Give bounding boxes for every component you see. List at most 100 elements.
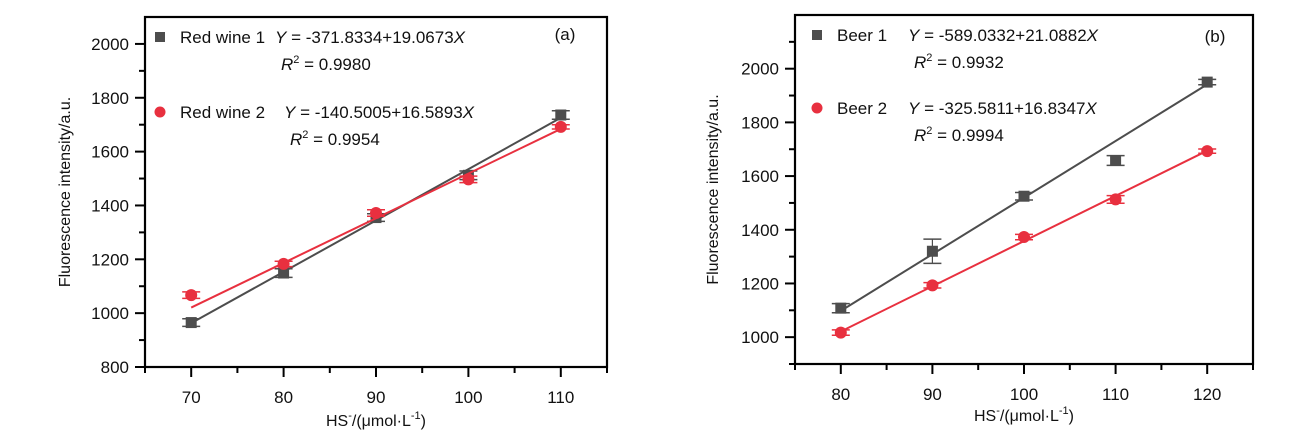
legend-item: Red wine 1 Y = -371.8334+19.0673X R2 = 0.9… — [155, 28, 466, 74]
fit-equation: Y = -371.8334+19.0673X — [275, 28, 466, 47]
x-tick-label: 80 — [831, 385, 850, 404]
panel-a: 800 1000 1200 1400 1600 1800 2000 70 80 90 100 110 H… — [57, 15, 609, 430]
x-tick-label: 80 — [274, 388, 293, 407]
equation-y: Y — [275, 28, 288, 47]
x-tick-label: 100 — [1010, 385, 1038, 404]
plot-frame — [143, 15, 609, 369]
x-axis-title-mid: /(μmol·L — [352, 413, 411, 430]
legend-item: Beer 1 Y = -589.0332+21.0882X R2 = 0.9932 — [812, 26, 1099, 72]
data-point-circle — [462, 173, 475, 186]
x-axis-title: HS-/(μmol·L-1) — [326, 410, 426, 430]
x-tick-label: 90 — [923, 385, 942, 404]
y-tick-label: 1400 — [91, 196, 129, 215]
data-point-circle — [185, 289, 198, 302]
x-axis-title-sup: -1 — [411, 410, 421, 422]
series-red-wine-2 — [182, 120, 570, 309]
r-squared: R2 = 0.9954 — [290, 129, 380, 149]
equation-y: Y — [908, 26, 921, 45]
x-tick-label: 110 — [1102, 385, 1129, 404]
r-superscript: 2 — [926, 52, 932, 64]
legend-label: Beer 1 — [837, 26, 887, 45]
data-point-circle — [1201, 145, 1214, 158]
r-superscript: 2 — [302, 129, 308, 141]
equation-x: X — [453, 28, 466, 47]
fit-equation: Y = -140.5005+16.5893X — [284, 103, 475, 122]
x-axis-title-main: HS — [326, 413, 348, 430]
equation-y: Y — [284, 103, 297, 122]
equation-rhs: = -371.8334+19.0673 — [286, 28, 453, 47]
r-superscript: 2 — [293, 54, 299, 66]
y-tick-label: 1000 — [741, 328, 779, 347]
y-tick-label: 800 — [101, 358, 129, 377]
equation-rhs: = -589.0332+21.0882 — [919, 26, 1086, 45]
data-point-square — [835, 302, 847, 314]
x-tick-label: 70 — [182, 388, 201, 407]
x-tick-label: 120 — [1193, 385, 1221, 404]
fit-equation: Y = -325.5811+16.8347X — [908, 99, 1097, 118]
data-point-circle — [1109, 193, 1122, 206]
legend-label: Red wine 1 — [180, 28, 265, 47]
equation-y: Y — [908, 99, 921, 118]
equation-rhs: = -325.5811+16.8347 — [919, 99, 1085, 118]
x-axis-title: HS-/(μmol·L-1) — [974, 405, 1074, 425]
x-tick-label: 90 — [367, 388, 386, 407]
r-squared: R2 = 0.9980 — [281, 54, 371, 74]
y-axis-title: Fluorescence intensity/a.u. — [705, 94, 722, 284]
r-squared: R2 = 0.9994 — [914, 125, 1004, 145]
x-axis-title-sup: -1 — [1059, 405, 1069, 417]
fit-equation: Y = -589.0332+21.0882X — [908, 26, 1099, 45]
r-value: = 0.9932 — [932, 53, 1003, 72]
r-superscript: 2 — [926, 125, 932, 137]
legend-item: Beer 2 Y = -325.5811+16.8347X R2 = 0.9994 — [811, 99, 1097, 145]
x-axis-title-main: HS — [974, 408, 996, 425]
data-point-circle — [554, 120, 567, 133]
data-point-square — [1110, 155, 1122, 167]
y-tick-label: 1200 — [91, 250, 129, 269]
r-value: = 0.9954 — [308, 130, 379, 149]
y-tick-label: 1400 — [741, 221, 779, 240]
x-axis-title-sup: - — [996, 405, 1000, 417]
data-point-circle — [277, 257, 290, 270]
x-axis-title-end: ) — [421, 413, 426, 430]
y-tick-label: 2000 — [91, 35, 129, 54]
equation-x: X — [1086, 26, 1099, 45]
y-tick-label: 1600 — [741, 167, 779, 186]
y-tick-label: 1200 — [741, 274, 779, 293]
data-point-circle — [370, 207, 382, 219]
legend-marker-circle — [811, 102, 823, 114]
data-point-square — [185, 317, 197, 329]
data-point-square — [1018, 190, 1030, 202]
equation-x: X — [462, 103, 475, 122]
r-value: = 0.9980 — [299, 55, 370, 74]
equation-rhs: = -140.5005+16.5893 — [295, 103, 462, 122]
legend-label: Red wine 2 — [180, 103, 265, 122]
data-point-circle — [834, 326, 847, 339]
data-point-circle — [1018, 231, 1030, 244]
panel-label: (b) — [1205, 27, 1226, 46]
x-axis-title-sup: - — [348, 410, 352, 422]
legend-label: Beer 2 — [837, 99, 887, 118]
equation-x: X — [1084, 99, 1097, 118]
y-tick-label: 1000 — [91, 304, 129, 323]
y-tick-label: 1800 — [91, 89, 129, 108]
r-symbol: R — [914, 53, 926, 72]
x-tick-label: 110 — [547, 388, 574, 407]
legend-marker-square — [812, 30, 822, 40]
data-point-square — [1201, 76, 1213, 88]
y-tick-label: 1600 — [91, 143, 129, 162]
plot-frame — [793, 13, 1255, 366]
x-axis-title-mid: /(μmol·L — [1000, 408, 1059, 425]
r-symbol: R — [290, 130, 302, 149]
x-tick-label: 100 — [454, 388, 482, 407]
data-point-square — [555, 109, 567, 121]
data-point-circle — [926, 279, 939, 292]
legend-item: Red wine 2 Y = -140.5005+16.5893X R2 = 0.9… — [154, 103, 475, 149]
y-tick-label: 1800 — [741, 113, 779, 132]
y-tick-label: 2000 — [741, 60, 779, 79]
legend-marker-square — [155, 32, 165, 42]
y-axis-title: Fluorescence intensity/a.u. — [57, 97, 74, 287]
series-beer-1 — [831, 76, 1217, 314]
data-point-square — [278, 267, 290, 279]
legend-marker-circle — [154, 106, 166, 118]
